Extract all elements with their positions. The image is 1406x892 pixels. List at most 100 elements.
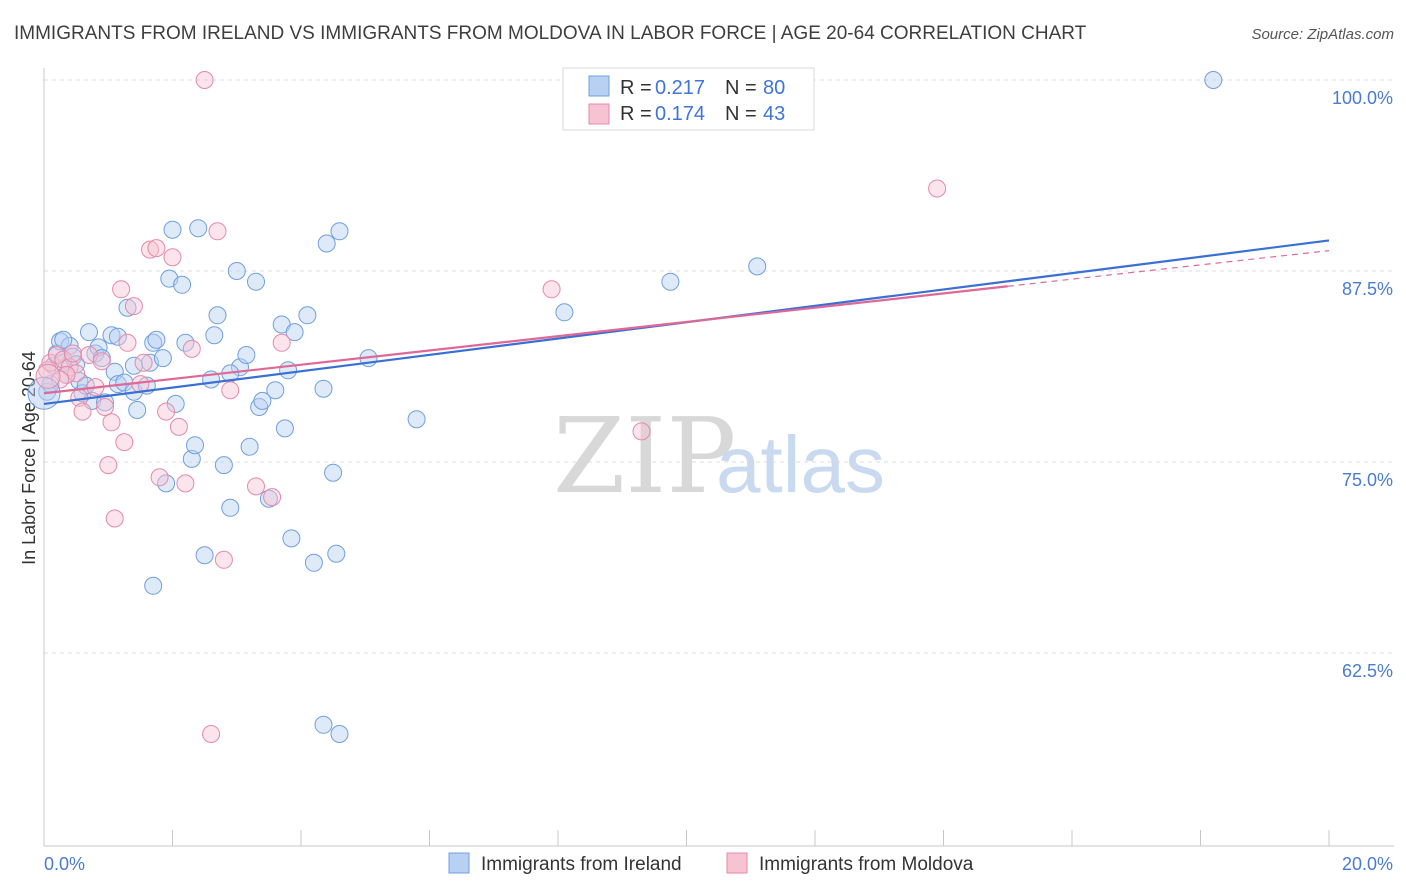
point-ireland — [208, 306, 227, 325]
legend-n-value-ireland: 80 — [763, 77, 785, 99]
series-legend-label-ireland: Immigrants from Ireland — [481, 854, 682, 875]
point-ireland — [96, 393, 114, 412]
point-ireland — [266, 381, 285, 400]
point-moldova — [263, 488, 282, 507]
point-ireland — [227, 262, 246, 280]
point-ireland — [189, 219, 208, 238]
series-legend: Immigrants from Ireland Immigrants from … — [448, 852, 974, 875]
point-ireland — [221, 498, 240, 517]
point-moldova — [134, 353, 153, 372]
point-ireland — [314, 379, 333, 398]
source-label: Source: ZipAtlas.com — [1251, 26, 1394, 43]
series-legend-swatch-ireland — [448, 852, 470, 874]
point-ireland — [285, 323, 304, 342]
point-moldova — [105, 509, 124, 528]
y-tick-label: 87.5% — [1342, 279, 1393, 299]
point-ireland — [237, 346, 256, 364]
point-ireland — [327, 544, 346, 563]
point-ireland — [253, 391, 272, 410]
point-ireland — [555, 303, 574, 322]
point-ireland — [1204, 71, 1223, 89]
point-moldova — [202, 725, 221, 743]
trend-lines — [43, 239, 1330, 406]
point-moldova — [67, 364, 86, 383]
point-moldova — [208, 222, 227, 241]
point-moldova — [92, 352, 111, 371]
point-moldova — [214, 550, 233, 569]
legend-n-label-moldova: N = — [725, 103, 757, 125]
point-ireland — [51, 332, 70, 351]
point-moldova — [157, 402, 176, 421]
point-ireland — [317, 234, 336, 253]
point-moldova — [99, 456, 118, 475]
point-moldova-cluster — [35, 363, 61, 389]
legend-n-label-ireland: N = — [725, 77, 757, 99]
legend-swatch-ireland — [588, 75, 610, 97]
point-ireland — [163, 220, 182, 239]
point-ireland — [186, 436, 204, 455]
point-ireland — [240, 437, 259, 456]
point-ireland — [89, 338, 108, 357]
point-moldova — [115, 433, 134, 452]
point-moldova — [542, 280, 561, 299]
y-tick-label: 75.0% — [1342, 470, 1393, 490]
legend-swatch-moldova — [588, 103, 610, 125]
point-moldova — [176, 474, 195, 493]
point-ireland — [124, 356, 143, 375]
point-moldova — [163, 248, 182, 267]
point-moldova — [221, 381, 240, 400]
x-tick-label-min: 0.0% — [44, 854, 85, 874]
point-ireland — [214, 456, 233, 475]
legend-r-label-moldova: R = — [620, 103, 652, 125]
trend-line-moldova — [43, 285, 1008, 395]
point-moldova — [182, 339, 201, 358]
point-moldova — [54, 350, 73, 369]
point-ireland — [748, 257, 767, 276]
point-ireland — [304, 553, 323, 572]
legend-r-label-ireland: R = — [620, 77, 652, 99]
point-ireland — [128, 401, 147, 419]
point-moldova — [63, 344, 82, 363]
point-ireland — [279, 361, 298, 380]
point-ireland — [108, 327, 127, 346]
watermark-atlas: atlas — [716, 420, 885, 509]
point-moldova — [150, 468, 169, 487]
x-tick-marks — [43, 830, 1330, 846]
series-legend-swatch-moldova — [726, 852, 748, 874]
point-ireland — [80, 323, 98, 342]
y-tick-label: 62.5% — [1342, 661, 1393, 681]
point-moldova — [102, 413, 121, 432]
point-ireland — [275, 419, 294, 438]
point-ireland — [298, 306, 317, 325]
point-ireland — [118, 298, 137, 317]
point-ireland — [247, 272, 265, 291]
point-moldova — [147, 239, 166, 258]
legend-n-value-moldova: 43 — [763, 103, 785, 125]
legend-r-value-moldova: 0.174 — [655, 103, 705, 125]
point-ireland — [314, 715, 333, 734]
point-moldova — [96, 398, 114, 416]
point-ireland — [259, 489, 278, 508]
point-moldova — [632, 422, 651, 441]
point-moldova — [112, 280, 131, 299]
point-moldova — [247, 477, 265, 496]
point-ireland — [205, 326, 224, 345]
point-ireland — [324, 463, 343, 482]
point-moldova — [169, 417, 188, 436]
point-ireland — [166, 394, 185, 413]
point-moldova — [272, 333, 291, 352]
point-ireland — [173, 275, 192, 294]
point-ireland — [147, 330, 166, 349]
series-legend-label-moldova: Immigrants from Moldova — [759, 854, 974, 875]
point-moldova — [47, 346, 66, 364]
point-ireland — [661, 272, 680, 291]
point-ireland — [102, 326, 121, 345]
stats-legend: R = 0.217 N = 80 R = 0.174 N = 43 — [562, 67, 815, 131]
watermark-zip: ZIP — [553, 395, 736, 517]
point-moldova — [141, 240, 159, 259]
x-tick-label-max: 20.0% — [1342, 854, 1393, 874]
point-moldova — [73, 402, 92, 421]
y-tick-labels: 100.0% 87.5% 75.0% 62.5% — [1332, 88, 1393, 681]
point-ireland — [144, 576, 163, 595]
